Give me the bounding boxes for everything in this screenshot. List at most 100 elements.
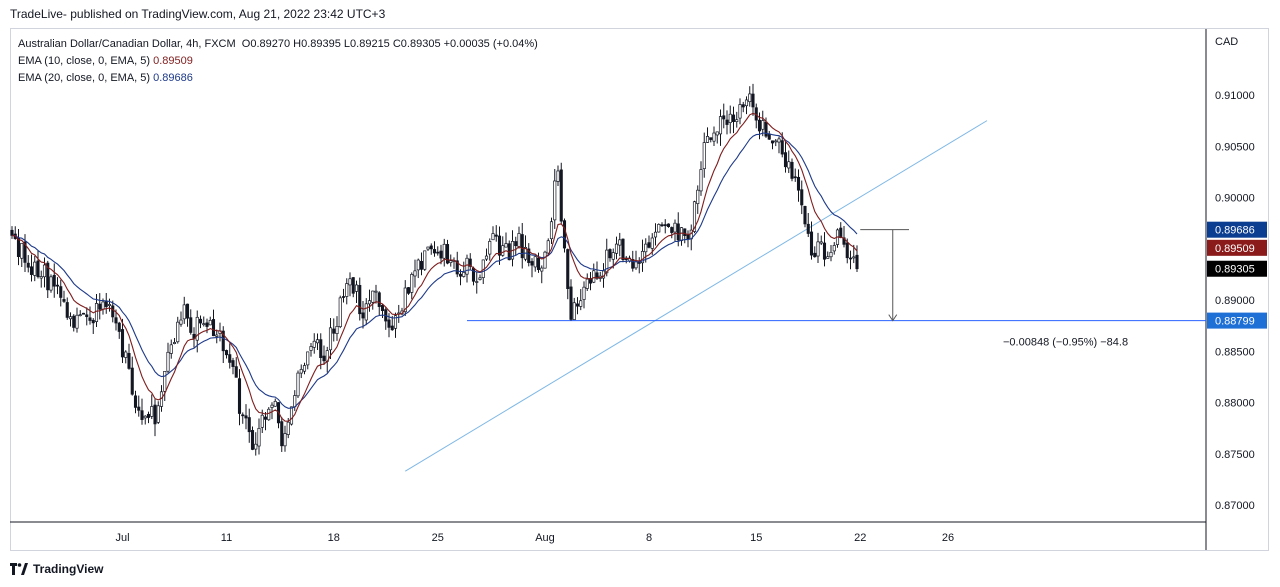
candle-body[interactable]	[423, 250, 427, 270]
candle-body[interactable]	[465, 257, 469, 275]
candle-body[interactable]	[543, 251, 547, 269]
candle-body[interactable]	[231, 360, 235, 367]
candle-body[interactable]	[341, 296, 346, 298]
candle-body[interactable]	[842, 237, 846, 245]
candle-body[interactable]	[202, 323, 206, 326]
candle-body[interactable]	[78, 314, 82, 317]
candle-body[interactable]	[29, 266, 34, 275]
candle-body[interactable]	[351, 277, 355, 294]
candle-body[interactable]	[140, 410, 144, 420]
candle-body[interactable]	[390, 325, 394, 331]
candle-body[interactable]	[432, 249, 437, 254]
candle-body[interactable]	[208, 319, 212, 326]
candle-body[interactable]	[111, 305, 115, 318]
candle-body[interactable]	[848, 257, 853, 260]
ema10-row[interactable]: EMA (10, close, 0, EMA, 5) 0.89509	[18, 53, 538, 70]
candle-body[interactable]	[692, 201, 697, 232]
candle-body[interactable]	[338, 297, 342, 328]
candle-body[interactable]	[770, 140, 775, 144]
candle-body[interactable]	[114, 317, 118, 324]
candle-body[interactable]	[533, 256, 537, 268]
candle-body[interactable]	[767, 133, 771, 140]
candle-body[interactable]	[419, 260, 424, 270]
candle-body[interactable]	[780, 140, 784, 155]
candle-body[interactable]	[845, 242, 849, 259]
candle-body[interactable]	[263, 416, 268, 420]
candle-body[interactable]	[65, 302, 69, 318]
candle-body[interactable]	[504, 243, 508, 248]
candle-body[interactable]	[478, 277, 482, 280]
candle-body[interactable]	[107, 304, 112, 306]
candle-body[interactable]	[813, 252, 817, 258]
candle-body[interactable]	[621, 238, 625, 260]
candle-body[interactable]	[517, 233, 521, 247]
candle-body[interactable]	[663, 224, 667, 227]
candle-body[interactable]	[85, 314, 89, 318]
candle-body[interactable]	[312, 340, 316, 348]
candle-body[interactable]	[494, 234, 498, 237]
candle-body[interactable]	[91, 319, 95, 324]
candle-body[interactable]	[484, 255, 489, 260]
candle-body[interactable]	[94, 303, 99, 322]
candle-body[interactable]	[442, 243, 446, 259]
candle-body[interactable]	[127, 353, 131, 369]
candle-body[interactable]	[380, 304, 385, 312]
candle-body[interactable]	[270, 404, 274, 408]
candle-body[interactable]	[358, 285, 362, 315]
candle-body[interactable]	[348, 278, 352, 286]
candle-body[interactable]	[696, 189, 700, 204]
candle-body[interactable]	[790, 161, 794, 179]
candle-body[interactable]	[146, 413, 151, 418]
candle-body[interactable]	[449, 260, 453, 263]
candle-body[interactable]	[315, 339, 320, 344]
symbol-row[interactable]: Australian Dollar/Canadian Dollar, 4h, F…	[18, 36, 538, 53]
candle-body[interactable]	[514, 241, 518, 247]
candle-body[interactable]	[289, 406, 294, 425]
candle-body[interactable]	[42, 264, 47, 278]
candle-body[interactable]	[796, 176, 801, 191]
ema10-line[interactable]	[11, 112, 858, 422]
candle-body[interactable]	[559, 169, 563, 222]
candle-body[interactable]	[670, 227, 674, 233]
candle-body[interactable]	[686, 234, 690, 240]
candle-body[interactable]	[819, 241, 823, 244]
candle-body[interactable]	[757, 119, 762, 132]
candle-body[interactable]	[10, 229, 14, 236]
candle-body[interactable]	[679, 227, 684, 241]
candle-body[interactable]	[582, 286, 586, 300]
candle-body[interactable]	[764, 121, 768, 137]
candle-body[interactable]	[614, 243, 619, 254]
candle-body[interactable]	[257, 428, 261, 447]
candle-body[interactable]	[673, 222, 677, 233]
candle-body[interactable]	[699, 169, 703, 192]
candle-body[interactable]	[403, 287, 407, 313]
candle-body[interactable]	[117, 322, 121, 332]
candle-body[interactable]	[787, 161, 791, 169]
candle-body[interactable]	[806, 223, 810, 234]
candle-body[interactable]	[549, 221, 554, 240]
candle-body[interactable]	[709, 137, 713, 140]
candle-body[interactable]	[20, 242, 24, 259]
candle-body[interactable]	[234, 366, 238, 378]
candle-body[interactable]	[741, 104, 745, 108]
candle-body[interactable]	[302, 365, 307, 372]
candle-body[interactable]	[361, 312, 365, 319]
candle-body[interactable]	[738, 104, 742, 119]
candle-body[interactable]	[852, 256, 856, 259]
candle-body[interactable]	[569, 286, 573, 320]
candle-body[interactable]	[631, 259, 635, 269]
candle-body[interactable]	[293, 395, 297, 408]
candle-body[interactable]	[527, 248, 531, 263]
candle-body[interactable]	[536, 257, 541, 270]
ascending-trendline[interactable]	[404, 120, 988, 472]
candle-body[interactable]	[783, 152, 788, 168]
candle-body[interactable]	[150, 406, 154, 417]
candle-body[interactable]	[153, 404, 157, 425]
candle-body[interactable]	[855, 254, 859, 270]
candle-body[interactable]	[572, 302, 576, 321]
candle-body[interactable]	[49, 276, 53, 291]
candle-body[interactable]	[702, 142, 706, 170]
candle-body[interactable]	[88, 317, 92, 321]
candle-body[interactable]	[475, 281, 479, 283]
candle-body[interactable]	[296, 372, 300, 397]
